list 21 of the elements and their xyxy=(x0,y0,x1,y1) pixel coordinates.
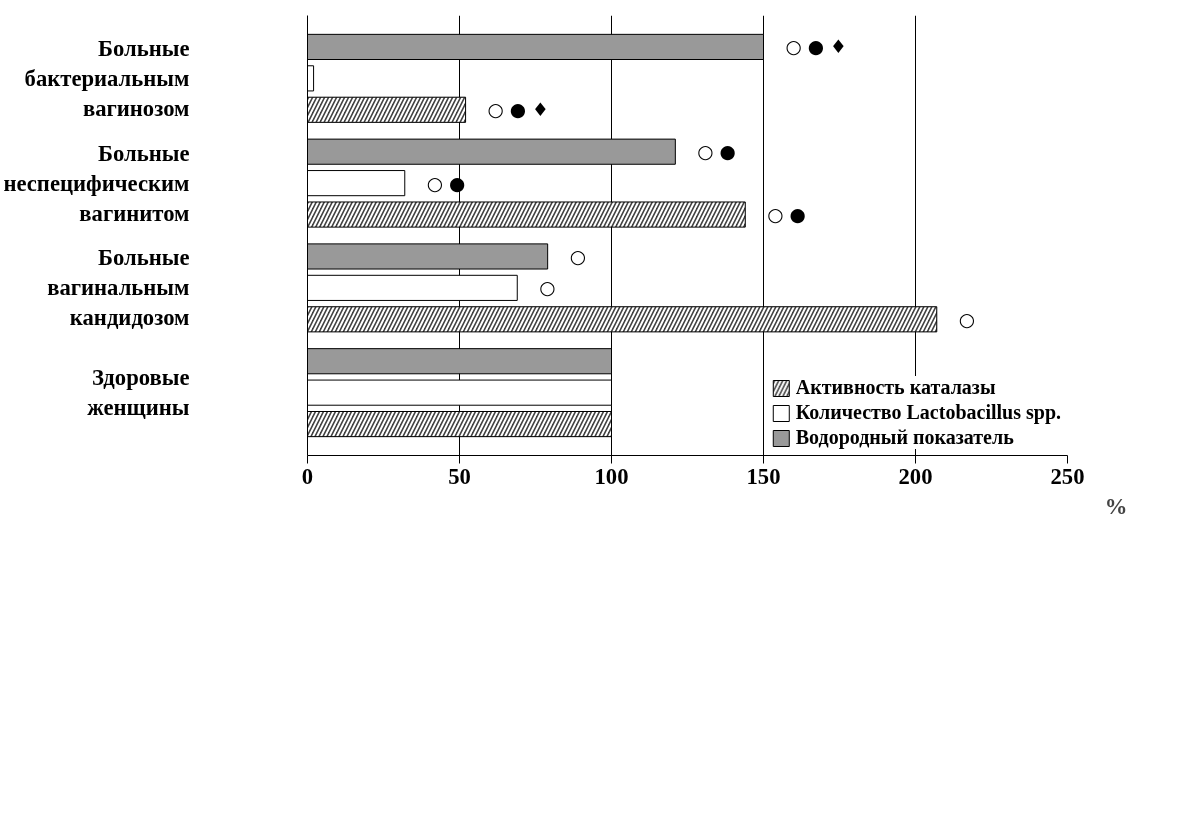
y-tick-label: Больные неспецифическим вагинитом xyxy=(3,140,190,226)
x-axis-title: % xyxy=(1104,493,1128,519)
y-tick-label: Больные бактериальным вагинозом xyxy=(24,35,190,121)
y-tick-label: Больные вагинальным кандидозом xyxy=(47,245,190,331)
data-label: ○ xyxy=(539,277,556,299)
legend-label: Активность каталазы xyxy=(795,376,996,399)
data-label: ○ ● ♦ xyxy=(487,99,549,121)
data-label: ○ ● xyxy=(767,204,806,226)
data-label: ○ ● ♦ xyxy=(785,36,847,58)
x-tick-label: 50 xyxy=(448,463,471,489)
legend-label: Количество Lactobacillus spp. xyxy=(795,401,1061,424)
x-tick-label: 150 xyxy=(746,463,781,489)
legend-label: Водородный показатель xyxy=(795,426,1014,449)
data-label: ○ ● xyxy=(697,141,736,163)
x-tick-label: 200 xyxy=(898,463,933,489)
data-label: ○ xyxy=(569,245,586,267)
x-tick-label: 250 xyxy=(1050,463,1085,489)
data-label: ○ xyxy=(958,308,976,330)
y-tick-label: Здоровые женщины xyxy=(87,365,190,421)
x-tick-label: 0 xyxy=(301,463,314,489)
x-tick-label: 100 xyxy=(594,463,629,489)
